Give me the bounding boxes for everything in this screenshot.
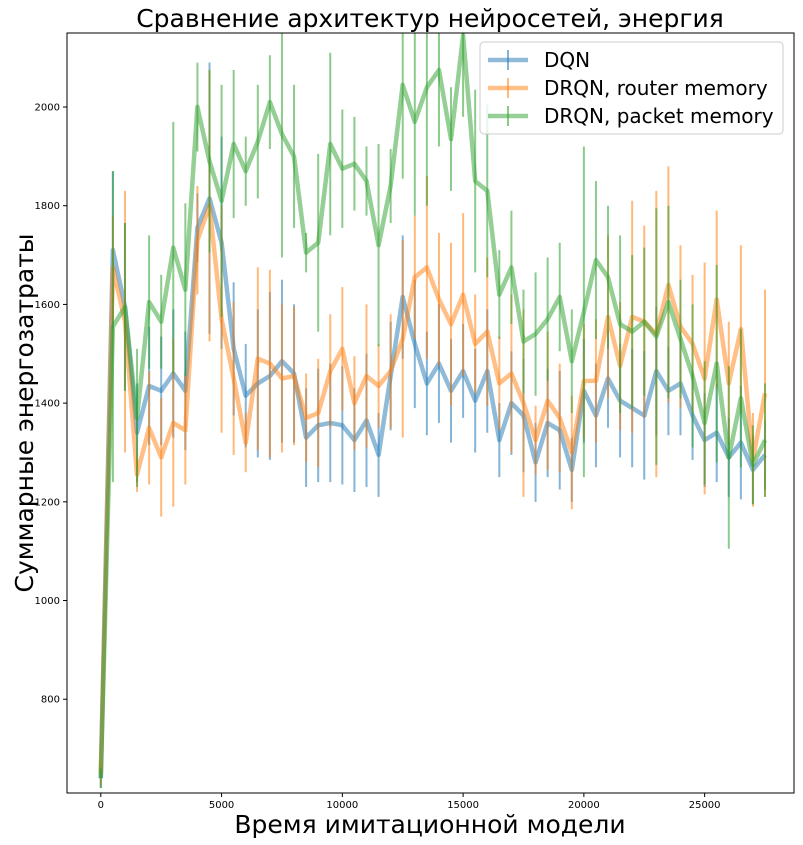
legend: DQN DRQN, router memory DRQN, packet memor…	[479, 41, 784, 135]
x-tick-label: 10000	[326, 800, 358, 811]
x-tick-label: 5000	[209, 800, 234, 811]
y-tick-label: 1600	[35, 300, 60, 311]
legend-label: DRQN, router memory	[544, 76, 768, 100]
y-tick-label: 2000	[35, 103, 60, 114]
x-tick-label: 25000	[689, 800, 721, 811]
y-tick-label: 800	[41, 695, 60, 706]
x-tick-label: 15000	[447, 800, 479, 811]
y-tick-label: 1000	[35, 596, 60, 607]
series-line	[98, 203, 768, 774]
y-tick-label: 1400	[35, 399, 60, 410]
y-tick-label: 1800	[35, 201, 60, 212]
legend-item: DQN	[488, 48, 590, 72]
legend-item: DRQN, router memory	[488, 76, 768, 100]
chart-title: Сравнение архитектур нейросетей, энергия	[136, 4, 724, 33]
series-2	[98, 70, 768, 786]
axes-frame	[66, 32, 795, 794]
series-line	[98, 33, 768, 779]
legend-label: DRQN, packet memory	[544, 104, 774, 128]
legend-item: DRQN, packet memory	[488, 104, 774, 128]
y-axis-label: Суммарные энергозатраты	[10, 234, 39, 593]
x-tick-label: 20000	[568, 800, 600, 811]
x-axis-label: Время имитационной модели	[234, 810, 625, 839]
plot-area	[98, 33, 768, 789]
x-tick-label: 0	[98, 800, 104, 811]
series-3	[98, 33, 768, 789]
y-tick-label: 1200	[35, 497, 60, 508]
x-axis: 0 5000 10000 15000 20000 25000	[98, 793, 721, 811]
legend-label: DQN	[544, 48, 590, 72]
y-axis: 800 1000 1200 1400 1600 1800 2000	[35, 103, 67, 706]
series-1	[98, 62, 767, 789]
legend-box	[479, 41, 784, 135]
